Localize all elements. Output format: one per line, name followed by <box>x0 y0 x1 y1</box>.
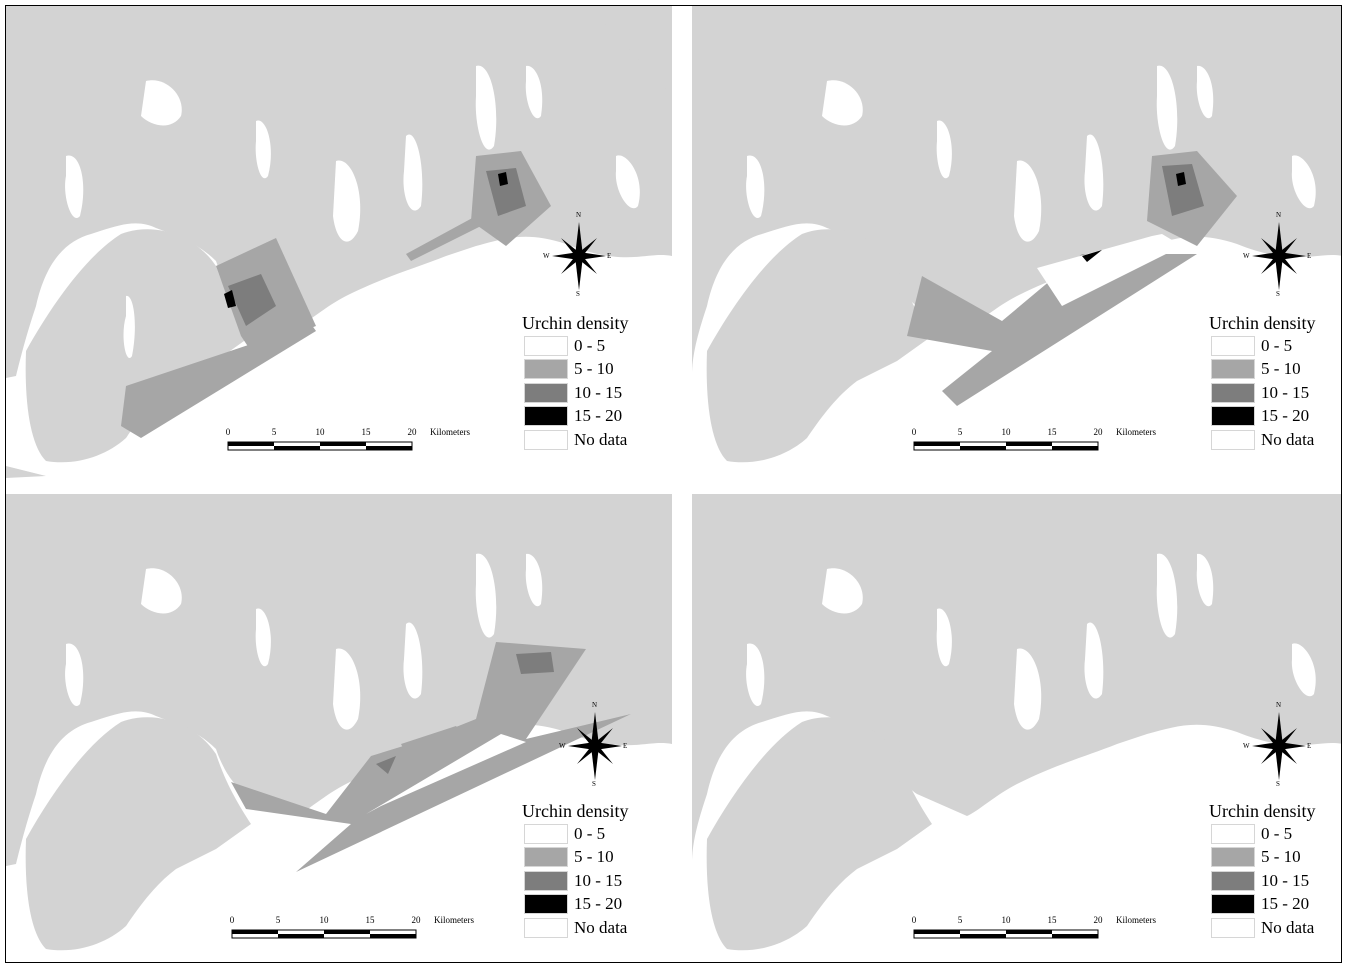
compass-rose-icon <box>1252 222 1306 290</box>
legend-item: 5 - 10 <box>524 846 664 870</box>
legend: Urchin density 0 - 5 5 - 10 10 - 15 15 -… <box>522 801 664 940</box>
legend: Urchin density 0 - 5 5 - 10 10 - 15 15 -… <box>522 313 664 452</box>
compass-n: N <box>1276 211 1282 219</box>
compass-s: S <box>576 290 580 298</box>
legend-item: 5 - 10 <box>524 358 664 382</box>
legend-title: Urchin density <box>522 313 629 333</box>
legend-item: 0 - 5 <box>1211 334 1341 358</box>
legend-item: No data <box>524 916 664 940</box>
north-arrow: N S E W <box>1243 211 1312 298</box>
north-arrow: N S E W <box>543 211 612 298</box>
scale-bar: 0 5 10 15 20 Kilometers <box>228 915 508 951</box>
scale-bar: 0 5 10 15 20 Kilometers <box>910 915 1190 951</box>
legend-item: 10 - 15 <box>524 381 664 405</box>
map-panel-4: N S E W Urchin density 0 - 5 5 - 10 10 -… <box>692 494 1341 962</box>
map-canvas <box>6 494 672 951</box>
compass-n: N <box>592 701 598 709</box>
legend: Urchin density 0 - 5 5 - 10 10 - 15 15 -… <box>1209 313 1341 452</box>
water-channels <box>65 65 640 358</box>
legend-item: 5 - 10 <box>1211 846 1341 870</box>
compass-w: W <box>559 742 566 750</box>
water-channels <box>65 553 543 730</box>
compass-n: N <box>1276 701 1282 709</box>
legend-item: 10 - 15 <box>524 869 664 893</box>
legend-item: No data <box>1211 428 1341 452</box>
legend-item: 10 - 15 <box>1211 381 1341 405</box>
legend-title: Urchin density <box>1209 313 1316 333</box>
compass-e: E <box>1307 252 1312 260</box>
map-panel-1: N S E W Urchin density 0 - 5 5 - 10 10 -… <box>6 6 672 484</box>
scale-bar-graphic <box>227 441 413 451</box>
figure-frame: N S E W Urchin density 0 - 5 5 - 10 10 -… <box>5 5 1342 963</box>
water-channels <box>746 65 1316 242</box>
compass-e: E <box>623 742 628 750</box>
map-canvas <box>6 6 672 478</box>
compass-n: N <box>576 211 582 219</box>
legend-item: 0 - 5 <box>1211 822 1341 846</box>
map-canvas <box>692 6 1341 463</box>
density-zones <box>231 642 631 872</box>
legend-item: 0 - 5 <box>524 334 664 358</box>
scale-bar-graphic <box>913 441 1099 451</box>
compass-e: E <box>607 252 612 260</box>
map-panel-3: N S E W Urchin density 0 - 5 5 - 10 10 -… <box>6 494 672 962</box>
compass-rose-icon <box>568 712 622 780</box>
legend-item: 15 - 20 <box>1211 893 1341 917</box>
north-arrow: N S E W <box>559 701 628 788</box>
north-arrow: N S E W <box>1243 701 1312 788</box>
legend-item: 15 - 20 <box>524 405 664 429</box>
compass-rose-icon <box>552 222 606 290</box>
compass-s: S <box>1276 780 1280 788</box>
scale-bar-graphic <box>231 929 417 939</box>
scale-bar: 0 5 10 15 20 Kilometers <box>910 427 1190 463</box>
legend-item: No data <box>1211 916 1341 940</box>
legend-title: Urchin density <box>1209 801 1316 821</box>
legend-title: Urchin density <box>522 801 629 821</box>
water-channels <box>746 553 1316 730</box>
scale-bar-graphic <box>913 929 1099 939</box>
map-panel-2: N S E W Urchin density 0 - 5 5 - 10 10 -… <box>692 6 1341 484</box>
compass-w: W <box>1243 742 1250 750</box>
compass-s: S <box>592 780 596 788</box>
compass-e: E <box>1307 742 1312 750</box>
legend-item: 5 - 10 <box>1211 358 1341 382</box>
density-zones <box>121 151 551 438</box>
compass-w: W <box>1243 252 1250 260</box>
scale-bar: 0 5 10 15 20 Kilometers <box>224 427 504 463</box>
compass-rose-icon <box>1252 712 1306 780</box>
map-canvas <box>692 494 1341 951</box>
compass-s: S <box>1276 290 1280 298</box>
legend-item: 10 - 15 <box>1211 869 1341 893</box>
legend-item: No data <box>524 428 664 452</box>
legend-item: 0 - 5 <box>524 822 664 846</box>
compass-w: W <box>543 252 550 260</box>
density-zones <box>907 151 1237 406</box>
legend-item: 15 - 20 <box>524 893 664 917</box>
legend: Urchin density 0 - 5 5 - 10 10 - 15 15 -… <box>1209 801 1341 940</box>
legend-item: 15 - 20 <box>1211 405 1341 429</box>
